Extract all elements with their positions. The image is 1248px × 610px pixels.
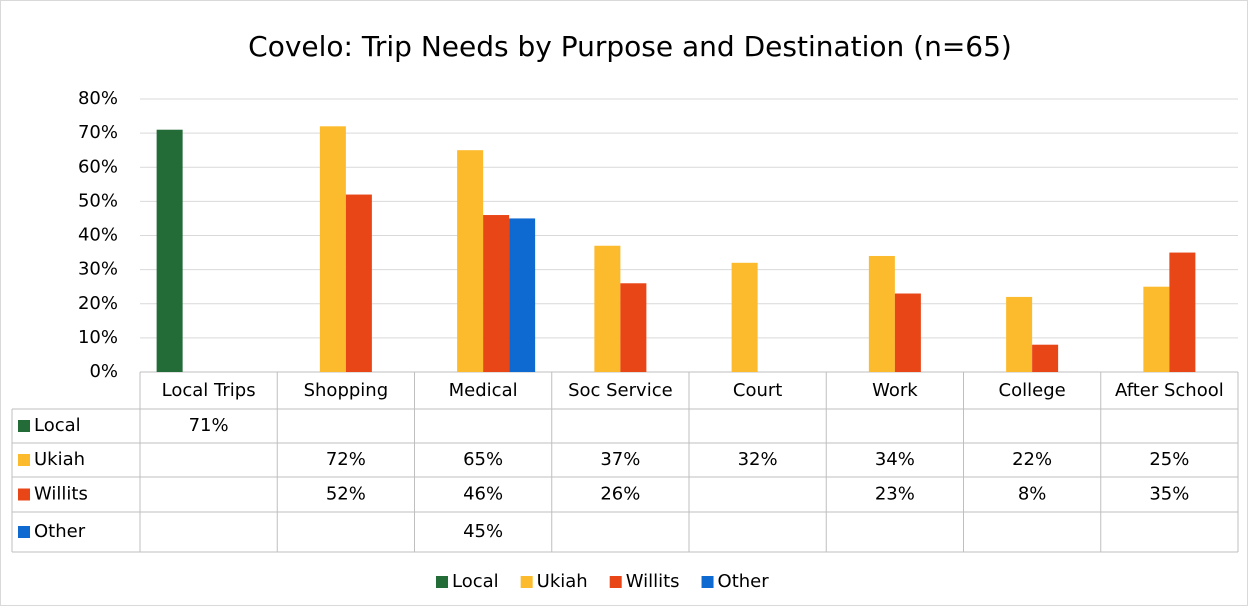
legend-label: Ukiah xyxy=(537,571,588,592)
legend-label: Local xyxy=(452,571,499,592)
x-tick-label: Soc Service xyxy=(568,380,673,401)
table-value: 65% xyxy=(463,449,503,470)
bar xyxy=(1169,252,1196,372)
y-tick-label: 50% xyxy=(78,190,118,211)
legend-swatch xyxy=(520,576,533,588)
y-tick-label: 0% xyxy=(89,361,118,382)
y-tick-label: 20% xyxy=(78,293,118,314)
table-value: 8% xyxy=(1018,484,1047,505)
table-value: 45% xyxy=(463,521,503,542)
table-legend-swatch xyxy=(18,420,30,432)
y-tick-label: 30% xyxy=(78,259,118,280)
y-tick-label: 10% xyxy=(78,327,118,348)
y-tick-label: 60% xyxy=(78,156,118,177)
bar xyxy=(483,215,510,372)
table-value: 25% xyxy=(1149,449,1189,470)
table-legend-swatch xyxy=(18,488,30,501)
x-tick-label: Work xyxy=(872,380,918,401)
x-tick-label: Shopping xyxy=(304,380,389,401)
table-legend-swatch xyxy=(18,526,30,538)
table-value: 35% xyxy=(1149,484,1189,505)
bar xyxy=(1006,296,1033,372)
table-value: 71% xyxy=(189,415,229,436)
table-value: 23% xyxy=(875,484,915,505)
table-value: 26% xyxy=(600,484,640,505)
table-value: 32% xyxy=(738,449,778,470)
bar xyxy=(1143,286,1170,372)
legend-swatch xyxy=(609,576,622,588)
y-tick-label: 80% xyxy=(78,88,118,109)
x-tick-label: After School xyxy=(1115,380,1224,401)
x-tick-label: Medical xyxy=(449,380,518,401)
table-value: 37% xyxy=(600,449,640,470)
bar xyxy=(620,283,647,372)
x-tick-label: College xyxy=(999,380,1066,401)
table-value: 46% xyxy=(463,484,503,505)
x-tick-label: Local Trips xyxy=(162,380,256,401)
bar xyxy=(156,129,183,372)
table-row-label: Willits xyxy=(34,484,88,505)
bar xyxy=(731,262,758,372)
bar xyxy=(345,194,372,372)
bar xyxy=(1032,344,1059,372)
y-tick-label: 70% xyxy=(78,122,118,143)
x-tick-label: Court xyxy=(733,380,782,401)
legend-swatch xyxy=(436,576,448,588)
bar xyxy=(868,255,895,372)
bar xyxy=(509,218,536,372)
table-row-label: Other xyxy=(34,521,86,542)
bar xyxy=(457,150,484,372)
chart-title: Covelo: Trip Needs by Purpose and Destin… xyxy=(248,30,1012,63)
table-row-label: Ukiah xyxy=(34,449,85,470)
bar xyxy=(894,293,921,372)
table-legend-swatch xyxy=(18,454,30,466)
table-row-label: Local xyxy=(34,415,81,436)
legend-swatch xyxy=(701,576,714,588)
bar xyxy=(319,126,346,372)
table-value: 22% xyxy=(1012,449,1052,470)
y-tick-label: 40% xyxy=(78,225,118,246)
legend-label: Other xyxy=(718,571,770,592)
table-value: 34% xyxy=(875,449,915,470)
table-value: 72% xyxy=(326,449,366,470)
table-value: 52% xyxy=(326,484,366,505)
bar xyxy=(594,245,621,372)
legend-label: Willits xyxy=(626,571,680,592)
